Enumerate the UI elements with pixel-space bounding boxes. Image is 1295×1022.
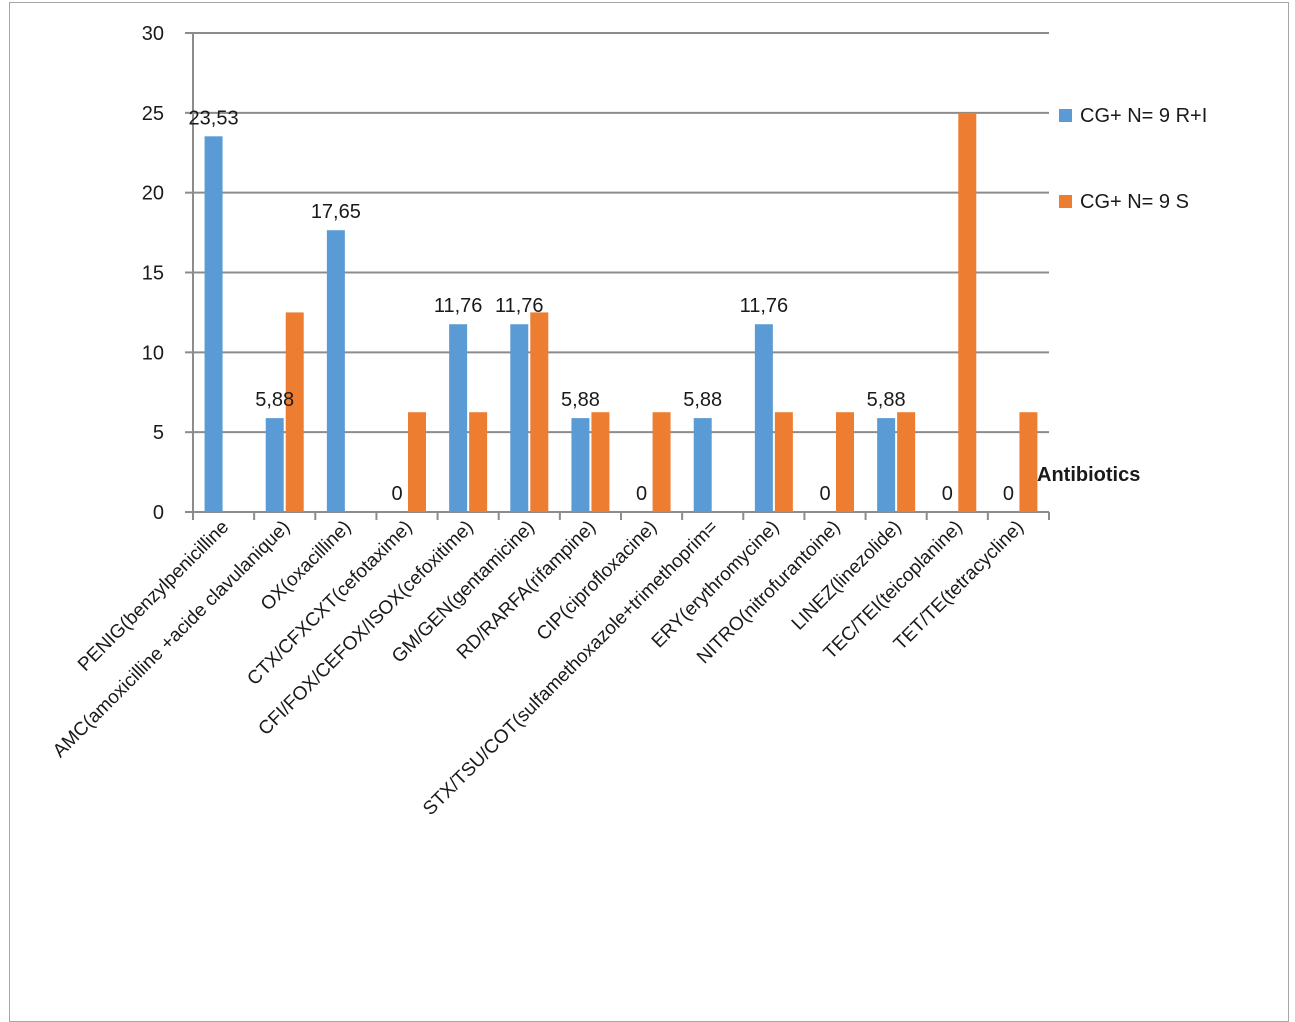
bar-series-2 [958,112,977,512]
data-label: 0 [819,483,830,505]
data-label: 5,88 [561,389,600,411]
data-label: 0 [1003,483,1014,505]
data-label: 0 [636,483,647,505]
data-label: 11,76 [740,295,789,317]
x-tick-label: STX/TSU/COT(sulfamethoxazole+trimethopri… [419,517,722,820]
bar-series-1 [449,324,468,512]
data-label: 11,76 [434,295,483,317]
data-label: 0 [391,483,402,505]
bar-series-2 [774,412,793,512]
bar-series-2 [408,412,426,512]
legend-swatch [1059,109,1072,122]
x-tick-labels: PENIG(benzylpenicillineAMC(amoxicilline … [49,517,1028,820]
y-tick-label: 10 [142,342,164,364]
y-tick-label: 5 [153,422,164,444]
y-tick-label: 0 [153,502,164,524]
data-label: 17,65 [311,201,361,223]
bar-series-1 [265,418,284,512]
data-label: 5,88 [867,389,906,411]
data-label: 5,88 [255,389,294,411]
bar-series-1 [877,418,896,512]
bar-series-1 [693,418,712,512]
bar-series-1 [754,324,773,512]
legend-swatch [1059,195,1072,208]
legend: CG+ N= 9 R+I CG+ N= 9 S [1059,105,1207,213]
bar-series-2 [652,412,671,512]
y-tick-label: 15 [142,263,164,285]
bar-series-1 [204,136,223,513]
bar-series-2 [469,412,488,512]
bar-series-1 [326,230,345,512]
legend-label: CG+ N= 9 R+I [1080,105,1207,127]
x-tick-label: CFI/FOX/CEFOX/ISOX(cefoxitime) [255,517,478,740]
bars [204,112,1038,513]
x-axis-label: Antibiotics [1037,464,1140,486]
bar-series-1 [510,324,529,512]
bar-series-2 [1019,412,1038,512]
bar-series-2 [285,312,304,512]
bar-series-2 [591,412,610,512]
data-label: 0 [942,483,953,505]
y-tick-label: 30 [142,23,164,45]
bar-series-2 [836,412,854,512]
data-label: 5,88 [683,389,722,411]
y-tick-label: 25 [142,103,164,125]
gridlines [193,32,1049,434]
bar-series-2 [530,312,549,512]
bar-series-1 [571,418,590,512]
data-labels: 23,53 5,88 17,65 0 11,76 11,76 5,88 0 5,88 11,76 0… [189,107,1014,505]
data-label: 23,53 [189,107,239,129]
bar-series-2 [897,412,916,512]
legend-label: CG+ N= 9 S [1080,191,1189,213]
y-tick-label: 20 [142,183,164,205]
data-label: 11,76 [495,295,544,317]
x-tick-label: LINEZ(linezolide) [788,517,906,635]
